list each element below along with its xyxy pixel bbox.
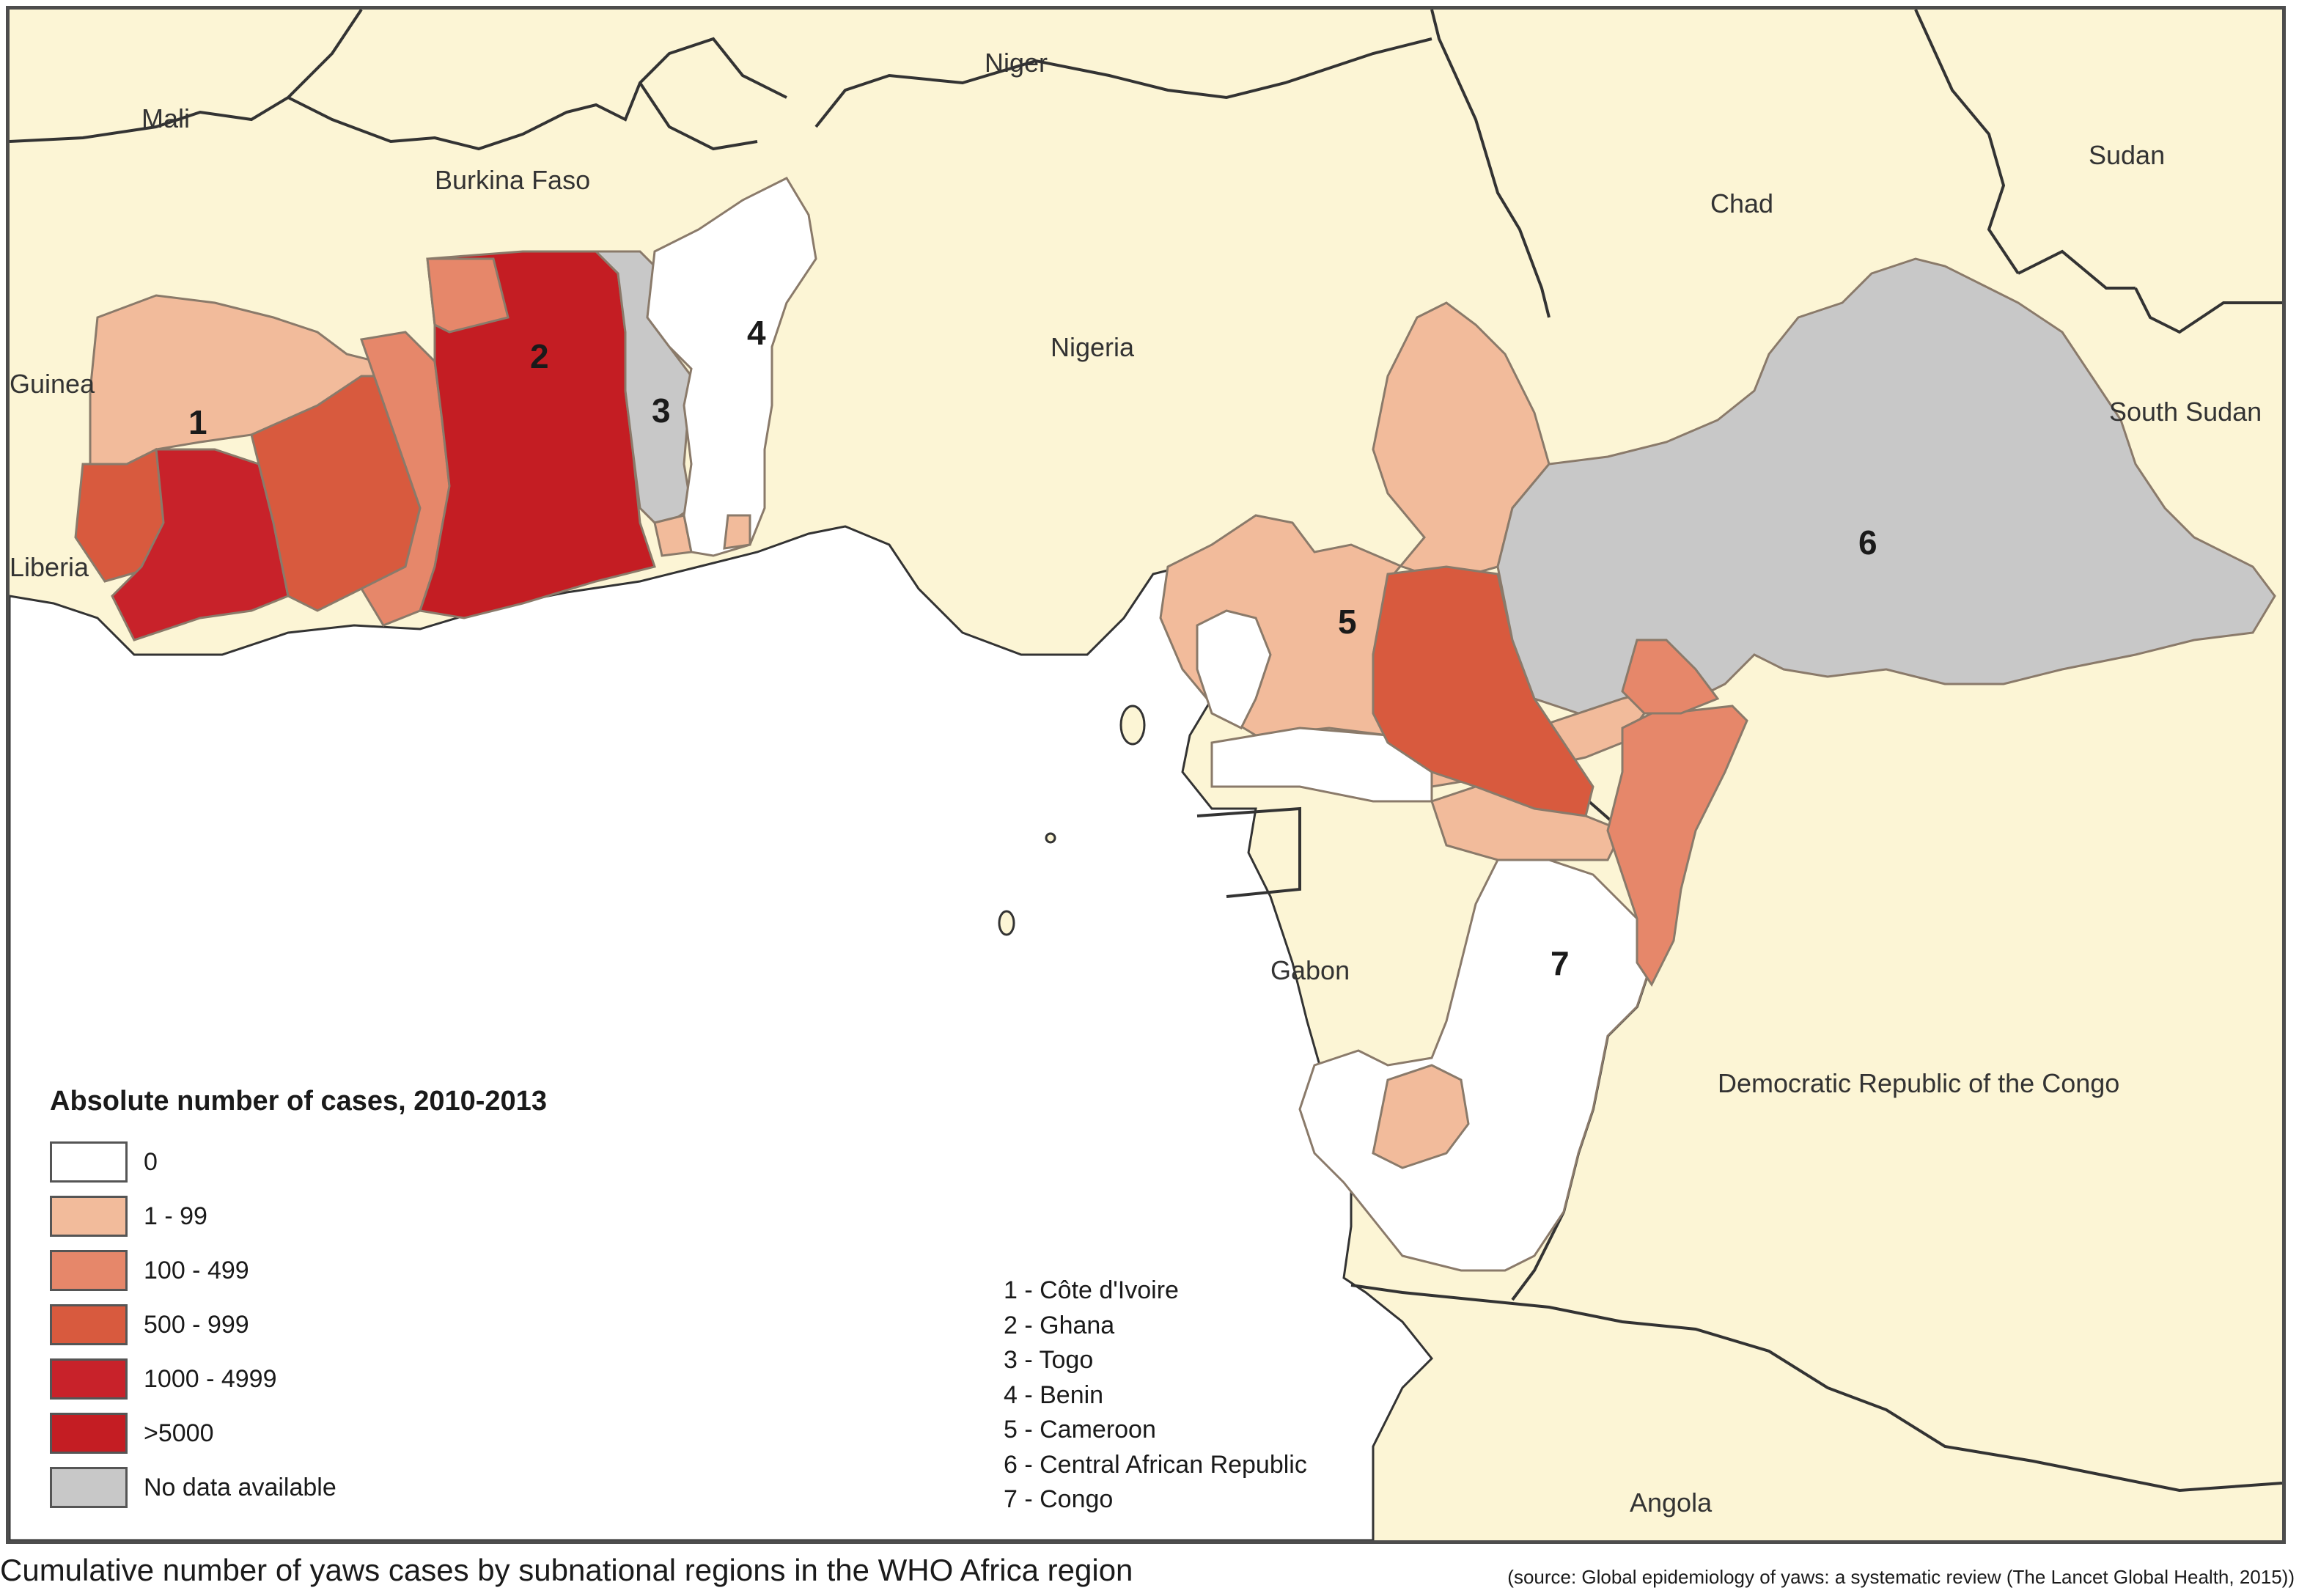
map-canvas xyxy=(10,10,2282,1540)
country-key: 1 - Côte d'Ivoire 2 - Ghana 3 - Togo 4 -… xyxy=(1004,1276,1307,1520)
key-item: 2 - Ghana xyxy=(1004,1311,1115,1339)
label-nigeria: Nigeria xyxy=(1051,332,1135,362)
region-benin-coast xyxy=(723,514,751,550)
legend-label: 1 - 99 xyxy=(144,1202,207,1230)
legend-label: 1000 - 4999 xyxy=(144,1364,277,1393)
number-label-congo: 7 xyxy=(1551,944,1570,982)
key-item: 5 - Cameroon xyxy=(1004,1416,1156,1444)
legend-swatch xyxy=(50,1358,128,1400)
legend-label: 100 - 499 xyxy=(144,1256,249,1284)
label-mali: Mali xyxy=(141,103,191,133)
number-label-cote-divoire: 1 xyxy=(188,403,207,441)
map-frame: Mali Niger Burkina Faso Chad Sudan Guine… xyxy=(6,6,2286,1544)
number-label-ghana: 2 xyxy=(530,337,549,375)
number-label-togo: 3 xyxy=(652,391,671,430)
key-item: 6 - Central African Republic xyxy=(1004,1450,1307,1479)
legend-swatch xyxy=(50,1413,128,1454)
label-chad: Chad xyxy=(1710,188,1774,218)
legend-row: >5000 xyxy=(50,1406,547,1460)
label-angola: Angola xyxy=(1630,1487,1713,1518)
region-ghana xyxy=(419,250,656,619)
legend-swatch xyxy=(50,1196,128,1237)
region-benin xyxy=(646,177,817,557)
label-guinea: Guinea xyxy=(10,369,95,399)
islands xyxy=(998,705,1146,936)
label-niger: Niger xyxy=(985,48,1048,78)
region-congo xyxy=(1298,639,1748,1272)
legend-label: 0 xyxy=(144,1147,158,1176)
legend-swatch xyxy=(50,1250,128,1291)
key-item: 7 - Congo xyxy=(1004,1485,1114,1513)
legend-row: 1000 - 4999 xyxy=(50,1352,547,1406)
region-cote-divoire xyxy=(74,294,451,641)
legend-swatch xyxy=(50,1467,128,1508)
number-label-cameroon: 5 xyxy=(1338,603,1357,641)
label-sudan: Sudan xyxy=(2089,140,2166,170)
label-drc: Democratic Republic of the Congo xyxy=(1718,1068,2120,1098)
legend-label: 500 - 999 xyxy=(144,1310,249,1339)
legend: Absolute number of cases, 2010-2013 0 1 … xyxy=(50,1086,547,1515)
legend-row: No data available xyxy=(50,1460,547,1515)
number-label-car: 6 xyxy=(1858,523,1877,562)
label-gabon: Gabon xyxy=(1270,955,1350,985)
legend-row: 100 - 499 xyxy=(50,1243,547,1298)
legend-row: 0 xyxy=(50,1135,547,1189)
label-liberia: Liberia xyxy=(10,552,89,582)
key-item: 3 - Togo xyxy=(1004,1346,1094,1374)
label-burkina-faso: Burkina Faso xyxy=(435,165,591,195)
number-label-benin: 4 xyxy=(747,314,766,352)
region-cameroon xyxy=(1159,301,1653,817)
legend-label: >5000 xyxy=(144,1419,214,1447)
source-note: (source: Global epidemiology of yaws: a … xyxy=(1507,1566,2295,1588)
figure-caption: Cumulative number of yaws cases by subna… xyxy=(0,1553,1133,1587)
label-south-sudan: South Sudan xyxy=(2109,397,2262,427)
key-item: 4 - Benin xyxy=(1004,1380,1104,1409)
legend-row: 1 - 99 xyxy=(50,1189,547,1243)
legend-label: No data available xyxy=(144,1473,336,1501)
legend-swatch xyxy=(50,1304,128,1345)
legend-swatch xyxy=(50,1141,128,1183)
legend-title: Absolute number of cases, 2010-2013 xyxy=(50,1086,547,1117)
legend-row: 500 - 999 xyxy=(50,1298,547,1352)
key-item: 1 - Côte d'Ivoire xyxy=(1004,1276,1179,1304)
